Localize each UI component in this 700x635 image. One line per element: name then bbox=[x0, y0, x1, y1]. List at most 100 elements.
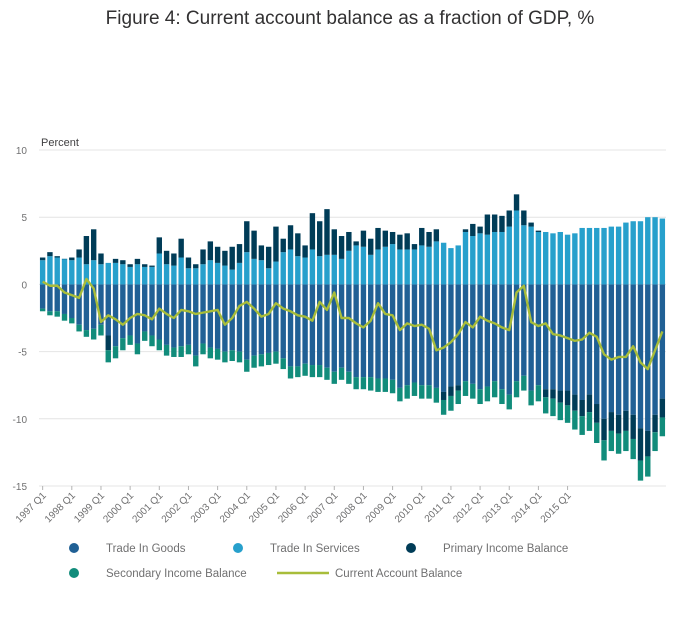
bar-segment bbox=[331, 254, 337, 285]
x-tick-label: 2000 Q1 bbox=[101, 490, 136, 525]
bar-segment bbox=[331, 284, 337, 372]
bar-segment bbox=[659, 417, 666, 437]
bar-segment bbox=[54, 256, 60, 258]
bar-segment bbox=[586, 412, 593, 431]
bar-segment bbox=[608, 226, 615, 285]
bar-segment bbox=[382, 378, 389, 392]
bar-segment bbox=[346, 231, 352, 251]
bar-segment bbox=[572, 284, 578, 395]
bar-segment bbox=[637, 460, 644, 481]
bar-segment bbox=[404, 284, 410, 386]
bar-segment bbox=[185, 344, 192, 355]
bar-segment bbox=[316, 221, 323, 257]
bar-segment bbox=[331, 229, 337, 255]
y-tick-label: 5 bbox=[21, 213, 27, 224]
bar-segment bbox=[426, 385, 432, 399]
bar-segment bbox=[273, 226, 279, 262]
bar-segment bbox=[521, 284, 527, 376]
bar-segment bbox=[572, 233, 578, 285]
bars bbox=[39, 194, 666, 481]
bar-segment bbox=[280, 358, 286, 370]
bar-segment bbox=[295, 284, 301, 367]
bar-segment bbox=[98, 253, 104, 265]
bar-segment bbox=[659, 284, 666, 399]
bar-segment bbox=[222, 351, 228, 363]
bar-segment bbox=[484, 234, 491, 285]
bar-segment bbox=[47, 256, 53, 285]
bar-segment bbox=[280, 252, 286, 285]
bar-segment bbox=[127, 266, 133, 285]
bar-segment bbox=[564, 405, 571, 423]
bar-segment bbox=[440, 399, 447, 415]
bar-segment bbox=[287, 249, 294, 285]
bar-segment bbox=[61, 313, 68, 321]
bar-segment bbox=[83, 236, 90, 265]
bar-segment bbox=[499, 389, 505, 405]
bar-segment bbox=[448, 284, 454, 387]
bar-segment bbox=[302, 245, 308, 258]
bar-segment bbox=[615, 414, 622, 434]
bar-segment bbox=[76, 284, 82, 325]
bar-segment bbox=[543, 397, 549, 414]
bar-segment bbox=[637, 221, 644, 285]
bar-segment bbox=[76, 324, 82, 332]
bar-segment bbox=[630, 221, 636, 285]
bar-segment bbox=[142, 264, 148, 267]
bar-segment bbox=[222, 265, 228, 285]
bar-segment bbox=[506, 284, 512, 395]
bar-segment bbox=[163, 264, 170, 285]
bar-segment bbox=[98, 284, 104, 325]
bar-segment bbox=[368, 254, 374, 285]
bar-segment bbox=[440, 284, 447, 392]
bar-segment bbox=[309, 249, 316, 285]
bar-segment bbox=[120, 260, 126, 265]
legend-label: Secondary Income Balance bbox=[106, 568, 247, 580]
bar-segment bbox=[433, 241, 440, 285]
bar-segment bbox=[404, 233, 410, 250]
bar-segment bbox=[61, 258, 68, 285]
y-tick-label: -10 bbox=[13, 415, 28, 426]
bar-segment bbox=[54, 284, 60, 312]
bar-segment bbox=[47, 284, 53, 312]
current-account-line bbox=[42, 277, 664, 371]
bar-segment bbox=[513, 210, 520, 285]
bar-segment bbox=[506, 210, 512, 227]
bar-segment bbox=[120, 284, 126, 339]
bar-segment bbox=[69, 257, 75, 261]
bar-segment bbox=[309, 365, 316, 378]
bar-segment bbox=[229, 246, 235, 270]
bar-segment bbox=[112, 284, 119, 347]
bar-segment bbox=[287, 366, 294, 379]
bar-segment bbox=[601, 440, 607, 461]
y-axis-ticks: 10 5 0 -5 -10 -15 bbox=[13, 146, 28, 493]
bar-segment bbox=[521, 375, 527, 391]
bar-segment bbox=[346, 250, 352, 285]
current-account-line-path bbox=[42, 277, 664, 371]
x-tick-label: 2008 Q1 bbox=[335, 490, 370, 525]
bar-segment bbox=[207, 241, 214, 261]
bar-segment bbox=[368, 284, 374, 378]
bar-segment bbox=[207, 347, 214, 359]
legend-marker bbox=[233, 543, 243, 553]
bar-segment bbox=[207, 284, 214, 348]
bar-segment bbox=[404, 249, 410, 285]
bar-segment bbox=[564, 390, 571, 406]
bar-segment bbox=[411, 382, 418, 396]
bar-segment bbox=[645, 456, 651, 477]
x-tick-label: 2013 Q1 bbox=[480, 490, 515, 525]
bar-segment bbox=[90, 229, 97, 261]
bar-segment bbox=[156, 284, 162, 340]
bar-segment bbox=[623, 410, 629, 431]
bar-segment bbox=[535, 385, 542, 402]
bar-segment bbox=[156, 237, 162, 254]
bar-segment bbox=[586, 394, 593, 413]
bar-segment bbox=[499, 231, 505, 285]
bar-segment bbox=[615, 433, 622, 454]
bar-segment bbox=[324, 367, 330, 380]
bar-segment bbox=[280, 238, 286, 253]
bar-segment bbox=[193, 355, 199, 367]
y-tick-label: -15 bbox=[13, 482, 28, 493]
bar-segment bbox=[594, 404, 600, 423]
